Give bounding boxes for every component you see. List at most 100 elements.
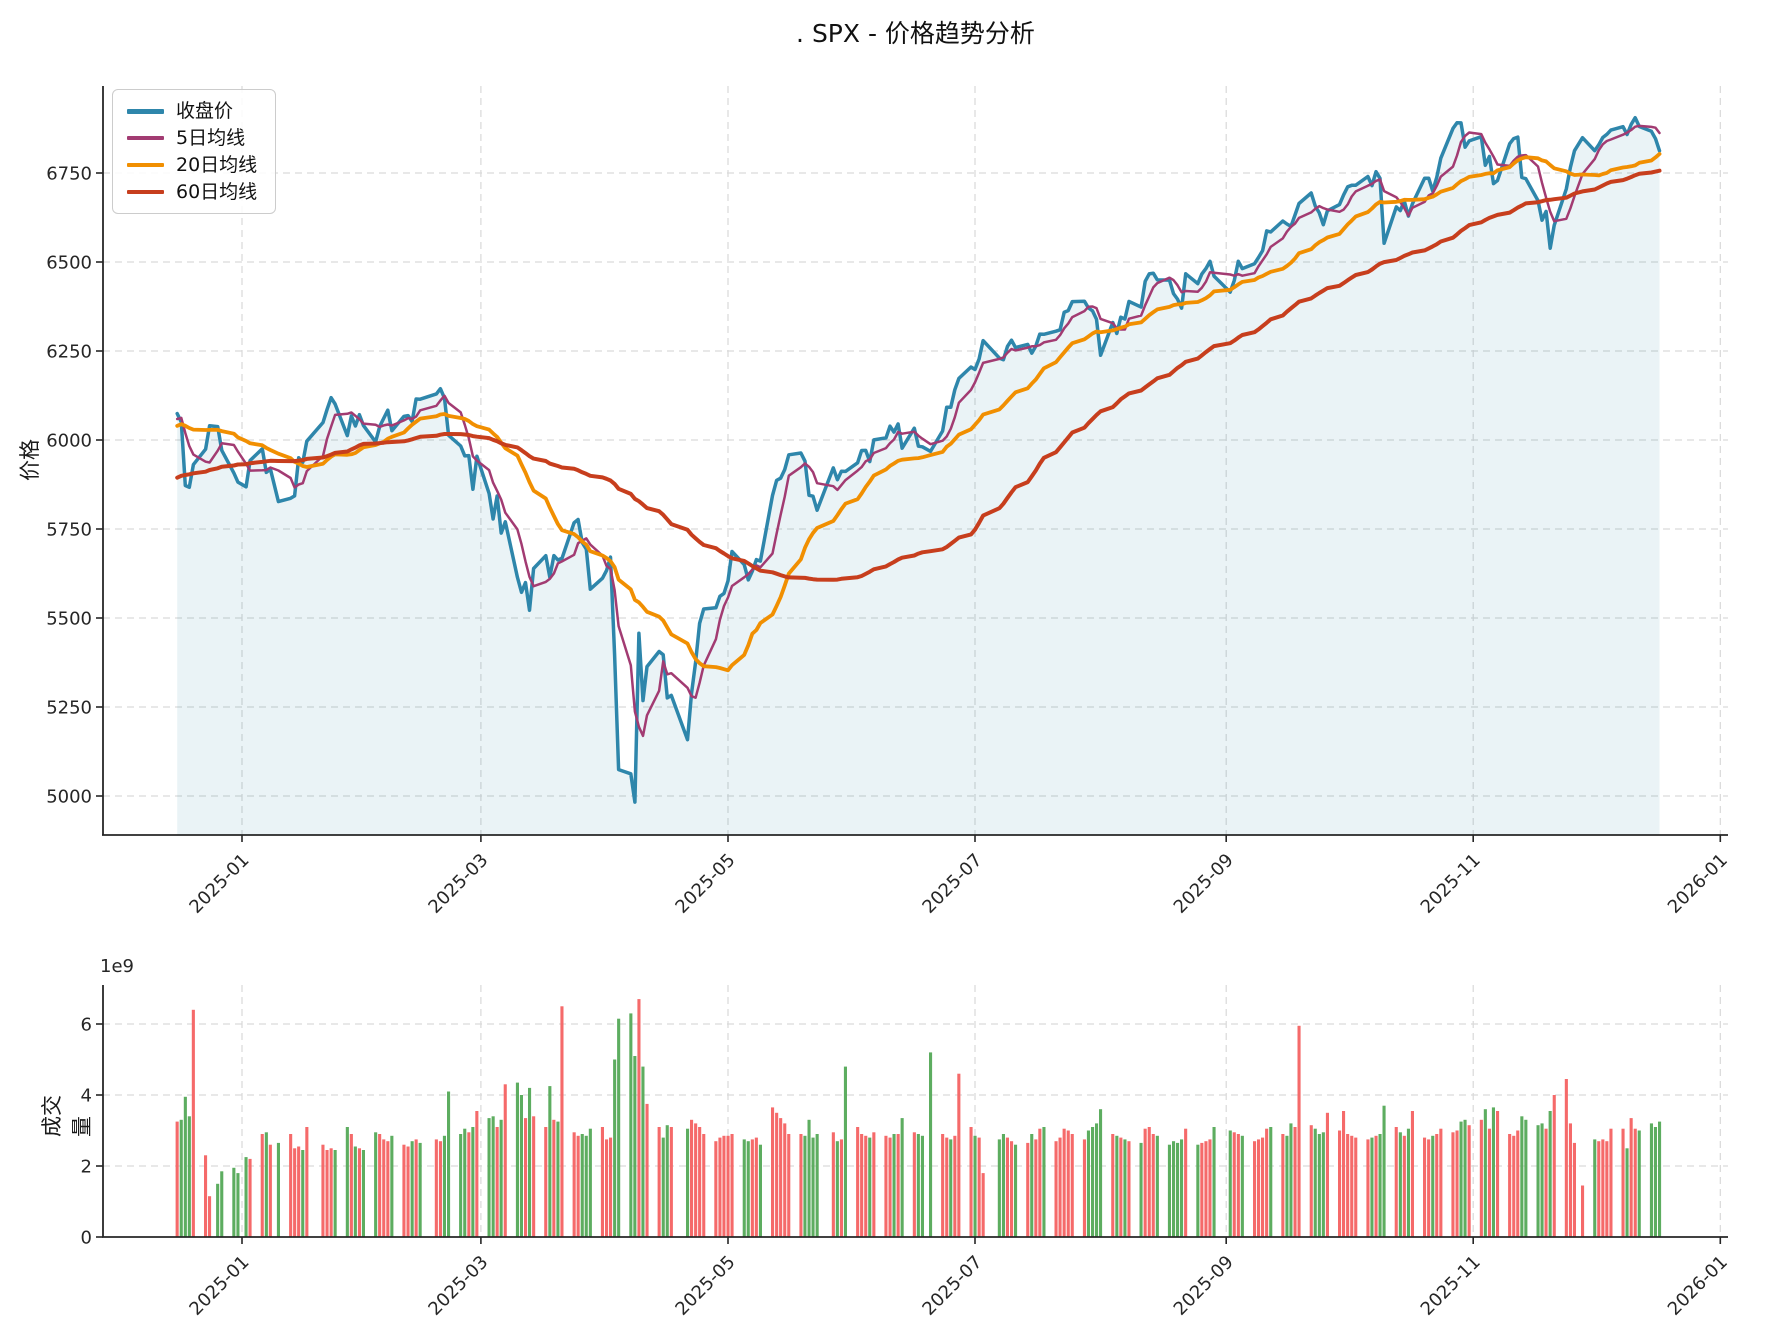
volume-bar [487,1118,491,1237]
legend: 收盘价 5日均线 20日均线 60日均线 [112,89,277,214]
svg-text:2025-07: 2025-07 [918,1252,986,1320]
volume-bar [580,1134,584,1237]
volume-bar [807,1119,811,1237]
volume-bar [872,1132,876,1237]
volume-bar [1629,1118,1633,1237]
volume-bar [1593,1139,1597,1237]
volume-bar [1548,1111,1552,1237]
volume-bar [1508,1134,1512,1237]
volume-bar [442,1135,446,1237]
volume-bar [702,1134,706,1237]
volume-bar [329,1148,333,1238]
volume-bar [1536,1125,1540,1237]
svg-text:6: 6 [81,1015,92,1036]
svg-text:6500: 6500 [46,253,92,274]
volume-bar [321,1144,325,1237]
legend-item-ma20: 20日均线 [127,155,257,175]
volume-bar [900,1118,904,1237]
volume-bar [746,1141,750,1237]
volume-bar [1564,1079,1568,1237]
volume-bar [665,1125,669,1237]
volume-bar [997,1139,1001,1237]
svg-text:5250: 5250 [46,698,92,719]
volume-bar [459,1134,463,1237]
volume-bar [1410,1111,1414,1237]
volume-bar [1204,1141,1208,1237]
price-axis-label: 价格 [18,439,42,481]
volume-bar [1001,1134,1005,1237]
volume-bar [617,1018,621,1237]
volume-bar [325,1150,329,1237]
volume-bar [698,1127,702,1237]
svg-text:2025-11: 2025-11 [1417,1252,1485,1320]
volume-bar [528,1087,532,1237]
volume-bar [475,1111,479,1237]
volume-bar [912,1132,916,1237]
volume-bar [260,1134,264,1237]
volume-bar [1285,1135,1289,1237]
volume-bar [969,1127,973,1237]
volume-bar [434,1139,438,1237]
volume-bar [1042,1127,1046,1237]
volume-bar [1095,1123,1099,1237]
svg-text:2025-05: 2025-05 [671,1252,739,1320]
volume-bar [1427,1139,1431,1237]
volume-bar [856,1127,860,1237]
legend-label-ma60: 60日均线 [176,181,258,203]
volume-bar [297,1146,301,1237]
volume-bar [839,1139,843,1237]
volume-bar [1338,1130,1342,1237]
volume-bar [1540,1123,1544,1237]
volume-bar [811,1137,815,1237]
volume-bar [831,1132,835,1237]
volume-bar [1099,1109,1103,1237]
volume-bar [742,1139,746,1237]
volume-bar [1212,1127,1216,1237]
volume-bar [941,1134,945,1237]
volume-bar [1382,1105,1386,1237]
volume-bar [860,1134,864,1237]
volume-bar [779,1118,783,1237]
volume-bar [1034,1139,1038,1237]
volume-bar [208,1196,212,1237]
volume-bar [1172,1141,1176,1237]
volume-bar [402,1144,406,1237]
volume-bar [771,1107,775,1237]
volume-bar [1014,1144,1018,1237]
volume-bar [1151,1134,1155,1237]
volume-bar [787,1134,791,1237]
volume-bar [1111,1134,1115,1237]
volume-bar [1479,1119,1483,1237]
volume-bar [669,1127,673,1237]
volume-bar [588,1128,592,1237]
chart-title: . SPX - 价格趋势分析 [796,19,1035,48]
volume-bar [694,1123,698,1237]
volume-bar [471,1127,475,1237]
volume-bar [244,1157,248,1237]
volume-bar [410,1141,414,1237]
volume-bar [305,1127,309,1237]
volume-bar [572,1132,576,1237]
volume-bar [1293,1127,1297,1237]
volume-bar [1058,1137,1062,1237]
volume-bar [609,1137,613,1237]
volume-bar [357,1148,361,1238]
volume-bar [1370,1137,1374,1237]
volume-bar [949,1139,953,1237]
volume-bar [799,1134,803,1237]
volume-bar [560,1006,564,1238]
volume-bar [1378,1134,1382,1237]
volume-bar [1261,1137,1265,1237]
close-area-fill [177,117,1660,835]
volume-bar [1155,1135,1159,1237]
volume-bar [613,1059,617,1237]
svg-text:2025-11: 2025-11 [1417,850,1485,918]
volume-bar [1317,1134,1321,1237]
volume-bar [1366,1139,1370,1237]
volume-bar [1496,1111,1500,1237]
volume-bar [1512,1135,1516,1237]
volume-bar [418,1142,422,1237]
volume-axis-label: 成交量 [40,1095,94,1137]
volume-bar [1398,1132,1402,1237]
